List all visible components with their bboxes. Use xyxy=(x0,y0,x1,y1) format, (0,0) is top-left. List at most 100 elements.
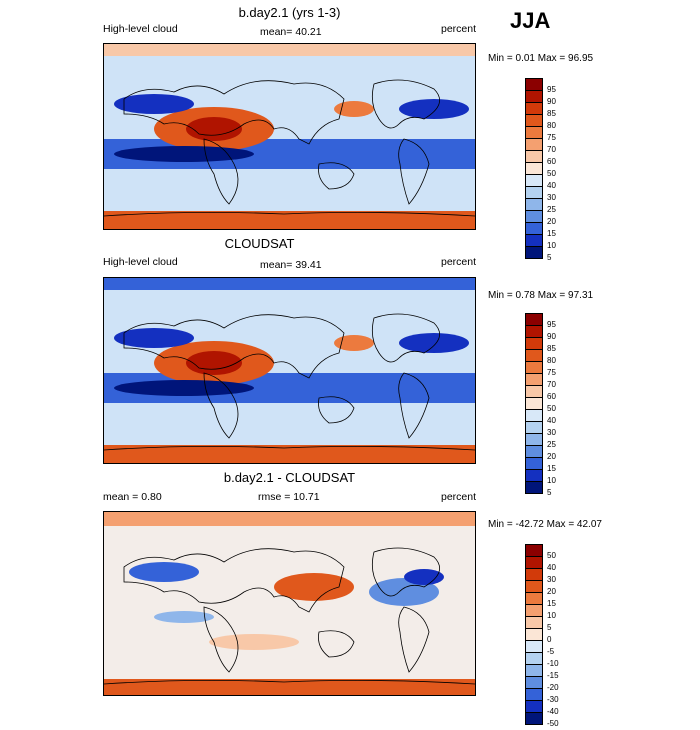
colorbar-swatch xyxy=(526,199,542,211)
coastline xyxy=(371,79,441,129)
coastline xyxy=(104,212,475,217)
panel-2-title: CLOUDSAT xyxy=(224,236,295,251)
colorbar-swatch xyxy=(526,386,542,398)
colorbar-tick-label: 85 xyxy=(547,344,556,353)
coastline xyxy=(123,80,345,145)
negative-anomaly xyxy=(404,569,444,585)
colorbar-swatch xyxy=(526,653,542,665)
southern-ocean-band xyxy=(104,211,475,229)
colorbar-swatch xyxy=(526,115,542,127)
colorbar-swatch xyxy=(526,163,542,175)
coastline xyxy=(371,313,441,363)
panel-1-units: percent xyxy=(441,23,477,35)
colorbar-swatch xyxy=(526,314,542,326)
convective-core xyxy=(186,351,242,375)
colorbar-swatch xyxy=(526,689,542,701)
colorbar-tick-label: -40 xyxy=(547,707,559,716)
panel-2-map xyxy=(103,277,476,464)
colorbar-tick-label: 30 xyxy=(547,193,556,202)
colorbar-tick-label: -5 xyxy=(547,647,555,656)
colorbar-swatch xyxy=(526,617,542,629)
colorbar-swatch xyxy=(526,641,542,653)
colorbar-tick-label: 60 xyxy=(547,392,556,401)
panel-3-map-svg xyxy=(104,512,475,695)
panel-3-rmse: rmse = 10.71 xyxy=(258,491,320,503)
colorbar-tick-label: -10 xyxy=(547,659,559,668)
colorbar-tick-label: -20 xyxy=(547,683,559,692)
colorbar-tick-label: 10 xyxy=(547,241,556,250)
colorbar-tick-label: 25 xyxy=(547,205,556,214)
colorbar-tick-label: 30 xyxy=(547,428,556,437)
negative-anomaly xyxy=(154,611,214,623)
colorbar-swatch xyxy=(526,422,542,434)
panel-2-minmax: Min = 0.78 Max = 97.31 xyxy=(488,290,594,301)
panel-1-colorbar-labels: 95 90 85 80 75 70 60 50 40 30 25 20 15 10 5 xyxy=(547,84,556,264)
colorbar-swatch xyxy=(526,350,542,362)
colorbar-swatch xyxy=(526,374,542,386)
colorbar-tick-label: 10 xyxy=(547,476,556,485)
coastline xyxy=(318,630,355,658)
negative-anomaly xyxy=(369,578,439,606)
colorbar-swatch xyxy=(526,247,542,258)
colorbar-swatch xyxy=(526,665,542,677)
colorbar-swatch xyxy=(526,677,542,689)
colorbar-tick-label: 85 xyxy=(547,109,556,118)
coastline xyxy=(203,138,239,205)
polar-band xyxy=(104,44,475,56)
colorbar-swatch xyxy=(526,545,542,557)
colorbar-tick-label: 5 xyxy=(547,253,552,262)
colorbar-tick-label: 5 xyxy=(547,488,552,497)
panel-3-colorbar-labels: 50 40 30 20 15 10 5 0 -5 -10 -15 -20 -30 -40 -50 xyxy=(547,550,559,730)
dry-region xyxy=(399,333,469,353)
colorbar-tick-label: 90 xyxy=(547,332,556,341)
convective-region xyxy=(334,335,374,351)
panel-1-minmax: Min = 0.01 Max = 96.95 xyxy=(488,53,594,64)
colorbar-swatch xyxy=(526,175,542,187)
colorbar-swatch xyxy=(526,629,542,641)
negative-anomaly xyxy=(129,562,199,582)
colorbar-swatch xyxy=(526,187,542,199)
colorbar-swatch xyxy=(526,79,542,91)
colorbar-tick-label: 75 xyxy=(547,133,556,142)
colorbar-tick-label: 70 xyxy=(547,380,556,389)
colorbar-tick-label: 60 xyxy=(547,157,556,166)
dry-core xyxy=(114,146,254,162)
colorbar-tick-label: 95 xyxy=(547,320,556,329)
coastline xyxy=(398,372,430,439)
colorbar-swatch xyxy=(526,410,542,422)
colorbar-swatch xyxy=(526,326,542,338)
colorbar-tick-label: 50 xyxy=(547,551,556,560)
colorbar-tick-label: 20 xyxy=(547,452,556,461)
colorbar-tick-label: 15 xyxy=(547,599,556,608)
panel-1-title: b.day2.1 (yrs 1-3) xyxy=(238,5,341,20)
colorbar-tick-label: 80 xyxy=(547,356,556,365)
panel-1-variable-label: High-level cloud xyxy=(103,23,178,35)
coastline xyxy=(371,547,441,597)
panel-3-title: b.day2.1 - CLOUDSAT xyxy=(223,470,356,485)
panel-1-map-svg xyxy=(104,44,475,229)
colorbar-swatch xyxy=(526,458,542,470)
colorbar-swatch xyxy=(526,581,542,593)
colorbar-swatch xyxy=(526,593,542,605)
coastline xyxy=(104,680,475,685)
colorbar-swatch xyxy=(526,235,542,247)
colorbar-tick-label: 40 xyxy=(547,181,556,190)
colorbar-tick-label: 80 xyxy=(547,121,556,130)
coastline xyxy=(123,314,345,379)
high-latitude-band xyxy=(104,512,475,526)
colorbar-swatch xyxy=(526,103,542,115)
colorbar-tick-label: 15 xyxy=(547,464,556,473)
colorbar-tick-label: 15 xyxy=(547,229,556,238)
coastline xyxy=(398,606,430,673)
colorbar-swatch xyxy=(526,338,542,350)
coastline xyxy=(123,548,345,613)
colorbar-tick-label: -30 xyxy=(547,695,559,704)
colorbar-swatch xyxy=(526,211,542,223)
colorbar-swatch xyxy=(526,127,542,139)
dry-region xyxy=(114,94,194,114)
colorbar-swatch xyxy=(526,151,542,163)
colorbar-tick-label: 95 xyxy=(547,85,556,94)
panel-1-mean: mean= 40.21 xyxy=(260,26,322,38)
colorbar-tick-label: 40 xyxy=(547,416,556,425)
coastline xyxy=(203,606,239,673)
